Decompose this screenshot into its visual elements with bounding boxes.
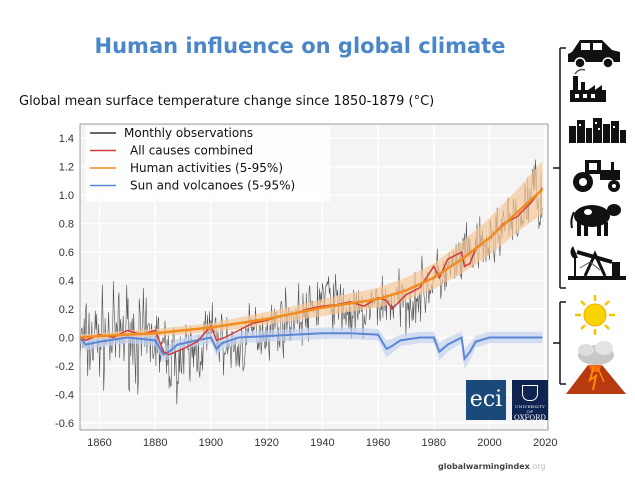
legend-label: Monthly observations xyxy=(124,126,253,140)
y-tick-label: -0.2 xyxy=(55,361,74,373)
x-tick-label: 1980 xyxy=(422,437,446,449)
y-tick-label: 0.2 xyxy=(59,304,74,316)
x-tick-label: 1940 xyxy=(310,437,334,449)
tractor-icon xyxy=(573,160,620,192)
legend-label: All causes combined xyxy=(130,144,253,158)
x-tick-label: 1920 xyxy=(254,437,278,449)
band-human xyxy=(80,161,543,341)
chart-subtitle: Global mean surface temperature change s… xyxy=(19,94,435,109)
series-natural xyxy=(79,332,543,362)
y-tick-label: -0.4 xyxy=(55,389,74,401)
page-title: Human influence on global climate xyxy=(94,34,506,58)
y-tick-label: 1.4 xyxy=(59,133,74,145)
y-tick-label: 0.0 xyxy=(59,332,74,344)
car-icon xyxy=(568,40,620,69)
watermark-light: .org xyxy=(529,462,546,471)
eci-logo: eci xyxy=(466,380,506,420)
x-tick-label: 1860 xyxy=(87,437,111,449)
factory-icon xyxy=(570,68,606,102)
sun-icon xyxy=(575,295,615,335)
y-tick-label: 0.6 xyxy=(59,247,74,259)
x-tick-label: 2020 xyxy=(533,437,557,449)
legend-label: Human activities (5-95%) xyxy=(130,161,283,175)
human-bracket xyxy=(553,47,566,289)
oil-pump-icon xyxy=(568,246,626,280)
y-tick-label: -0.6 xyxy=(55,418,74,430)
plot-frame xyxy=(79,123,549,431)
y-tick-label: 0.8 xyxy=(59,219,74,231)
x-tick-label: 1960 xyxy=(366,437,390,449)
x-tick-label: 1900 xyxy=(199,437,223,449)
series-all-causes xyxy=(79,187,544,356)
oxford-crest-icon xyxy=(522,385,538,401)
watermark: globalwarmingindex.org xyxy=(438,462,546,471)
y-tick-label: 0.4 xyxy=(59,276,74,288)
volcano-icon xyxy=(566,341,626,394)
legend-label: Sun and volcanoes (5-95%) xyxy=(130,179,295,193)
x-tick-label: 1880 xyxy=(143,437,167,449)
watermark-bold: globalwarmingindex xyxy=(438,462,530,471)
oxford-logo-text: OXFORD xyxy=(513,414,547,422)
city-icon xyxy=(569,118,626,143)
cow-icon xyxy=(570,204,621,236)
series-human xyxy=(79,188,544,339)
legend-box xyxy=(86,126,330,202)
natural-bracket xyxy=(553,301,566,385)
oxford-logo-small-text: UNIVERSITY OF xyxy=(515,404,545,414)
oxford-logo: UNIVERSITY OF OXFORD xyxy=(512,380,548,422)
y-tick-label: 1.0 xyxy=(59,190,74,202)
y-tick-label: 1.2 xyxy=(59,162,74,174)
x-tick-label: 2000 xyxy=(477,437,501,449)
